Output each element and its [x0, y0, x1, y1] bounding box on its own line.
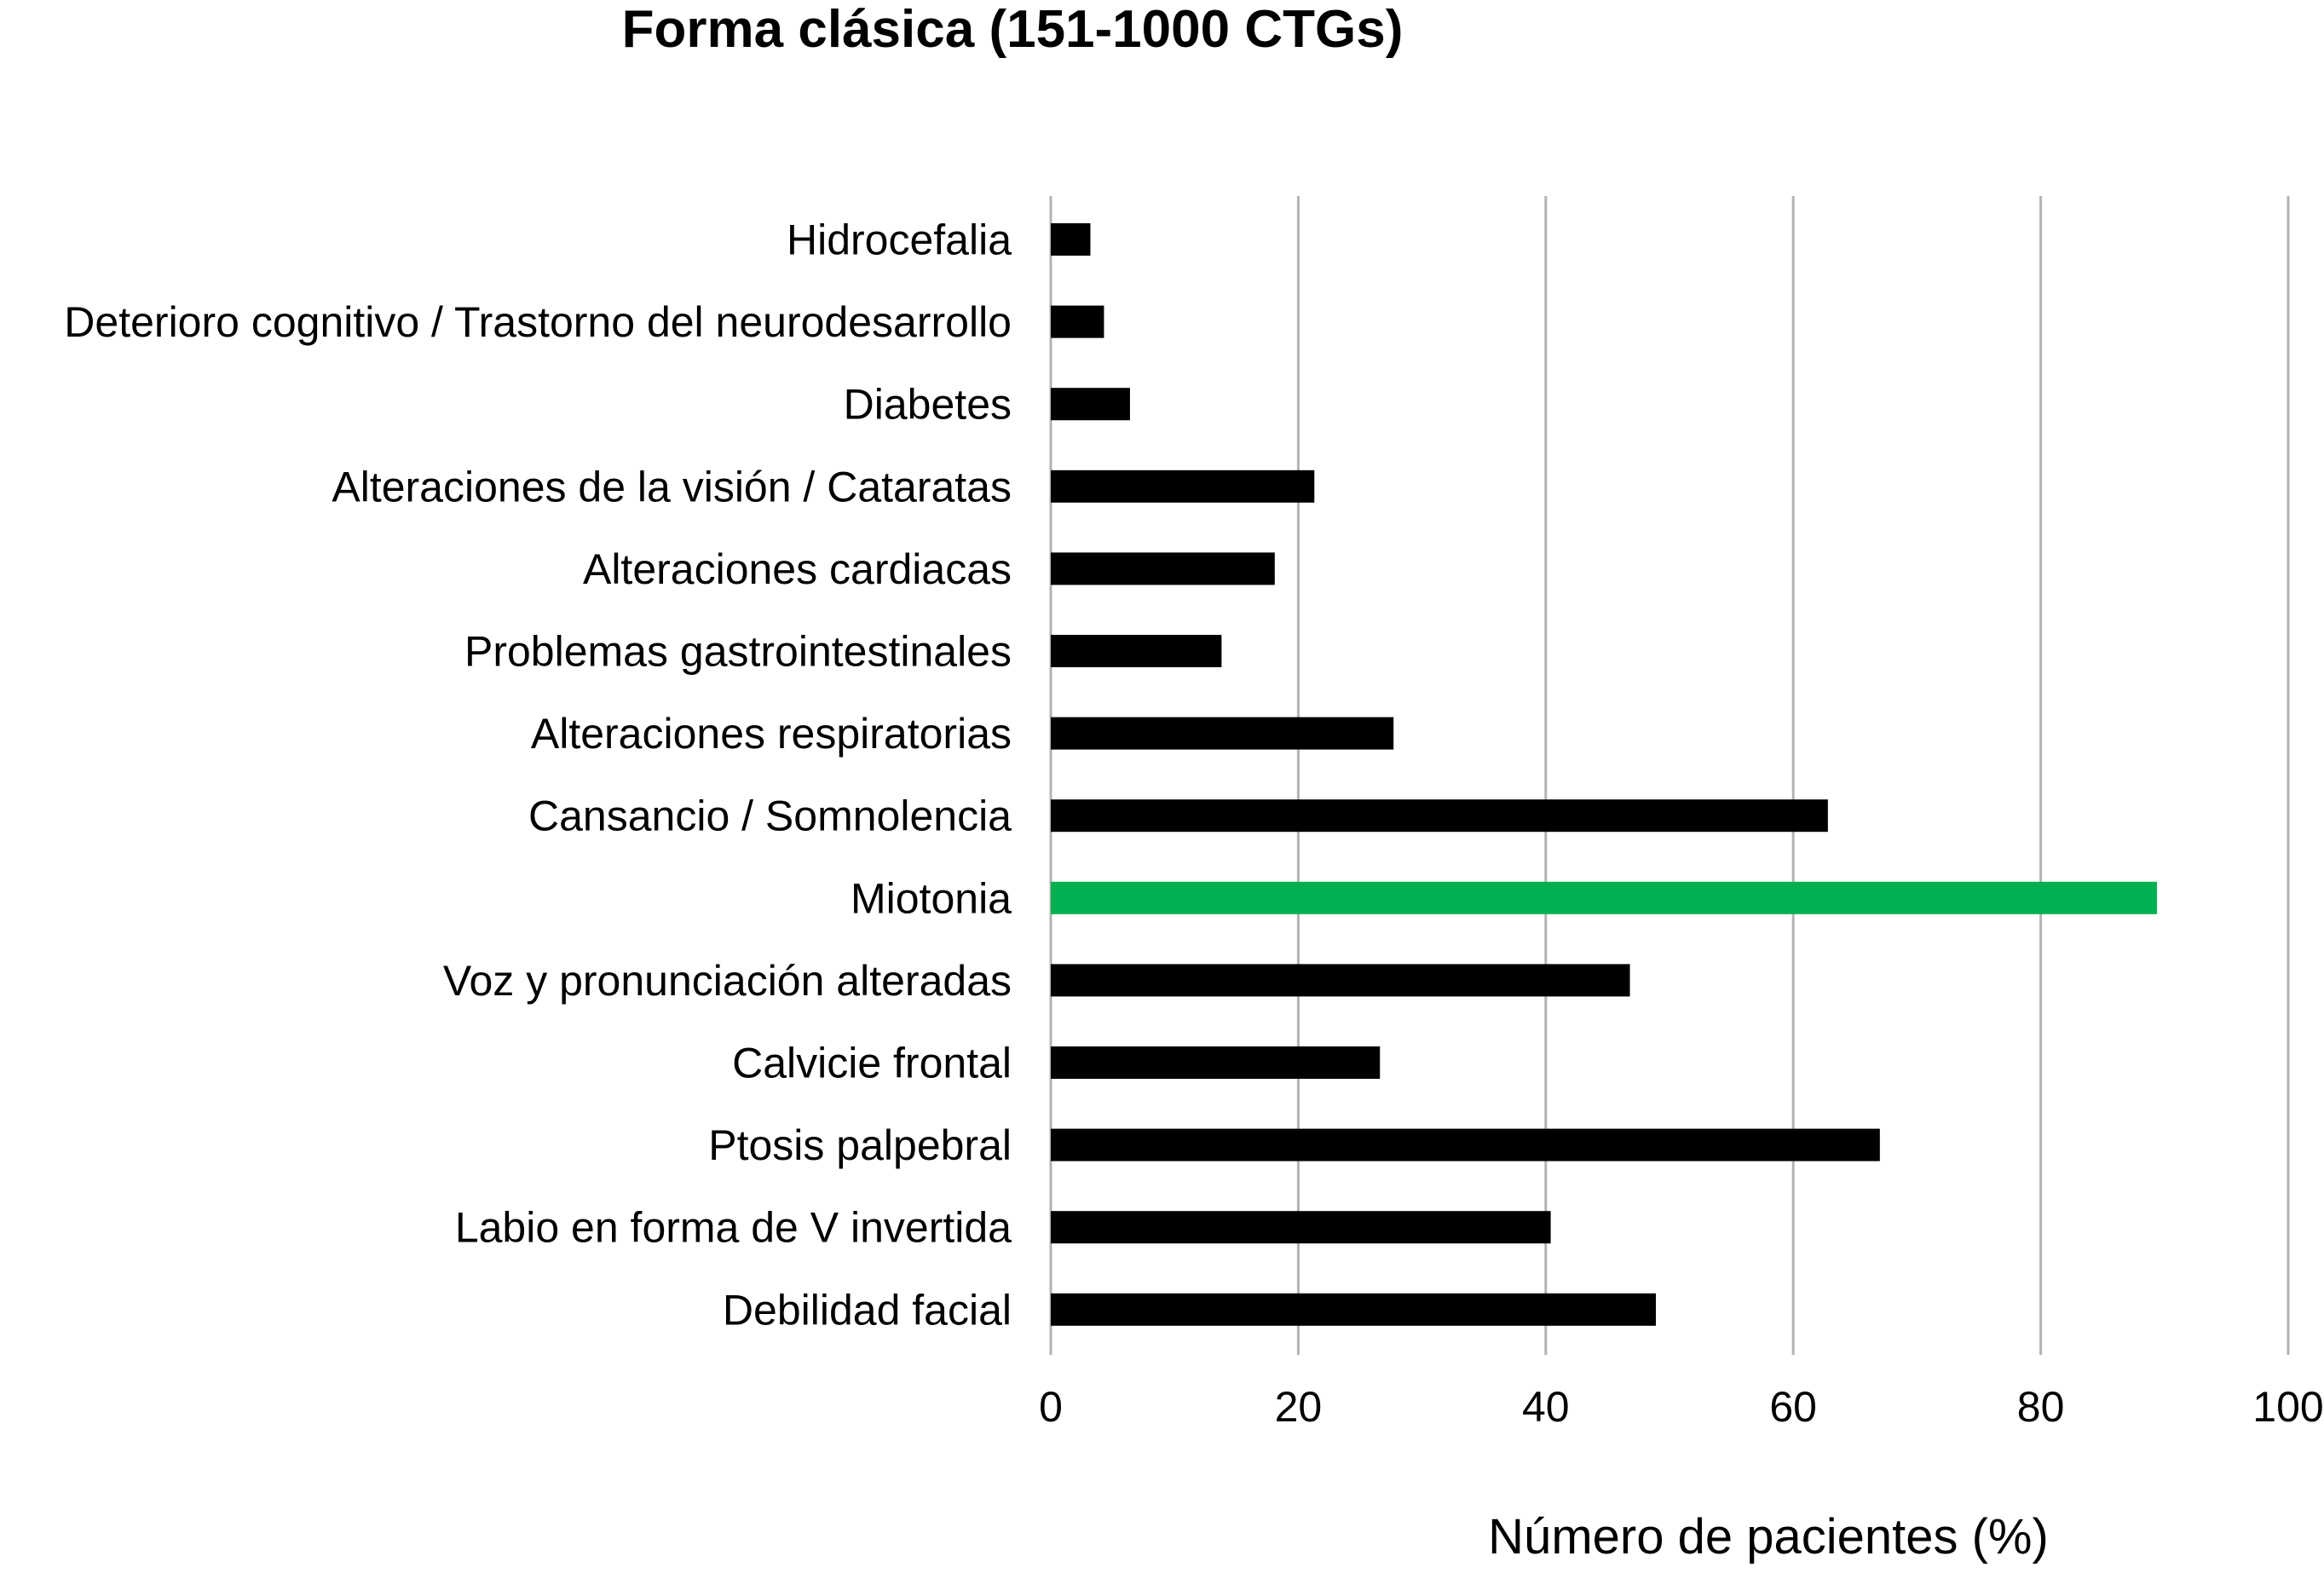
- bar: [1051, 1211, 1551, 1244]
- grid-lines: [1049, 196, 2290, 1355]
- bar: [1051, 470, 1315, 503]
- x-tick-label: 60: [1769, 1383, 1817, 1431]
- x-tick-label: 80: [2017, 1383, 2065, 1431]
- category-label: Diabetes: [844, 381, 1012, 429]
- category-label: Miotonia: [851, 874, 1012, 922]
- x-tick-label: 100: [2252, 1383, 2323, 1431]
- category-label: Calvicie frontal: [732, 1040, 1012, 1087]
- bar: [1051, 388, 1130, 421]
- category-label: Alteraciones respiratorias: [531, 710, 1012, 758]
- bar: [1051, 964, 1630, 997]
- category-label: Alteraciones de la visión / Cataratas: [332, 463, 1012, 510]
- chart-title: Forma clásica (151-1000 CTGs): [622, 0, 1404, 59]
- bars: [1051, 223, 2158, 1326]
- category-label: Alteraciones cardiacas: [583, 545, 1012, 593]
- bar: [1051, 881, 2158, 914]
- category-label: Deterioro cognitivo / Trastorno del neur…: [64, 298, 1012, 346]
- bar: [1051, 635, 1222, 667]
- bar: [1051, 1046, 1381, 1079]
- category-label: Voz y pronunciación alteradas: [443, 957, 1012, 1005]
- x-tick-label: 0: [1039, 1383, 1063, 1431]
- category-label: Hidrocefalia: [787, 216, 1012, 264]
- bar: [1051, 552, 1275, 585]
- bar: [1051, 799, 1828, 833]
- bar: [1051, 1293, 1657, 1326]
- category-label: Cansancio / Somnolencia: [528, 792, 1012, 840]
- bar: [1051, 223, 1091, 256]
- bar: [1051, 1128, 1880, 1161]
- bar: [1051, 305, 1104, 338]
- x-tick-label: 20: [1275, 1383, 1323, 1431]
- category-label: Labio en forma de V invertida: [455, 1204, 1012, 1252]
- x-axis-title: Número de pacientes (%): [1488, 1509, 2049, 1565]
- x-tick-labels: 0 20 40 60 80 100: [1039, 1383, 2324, 1431]
- bar: [1051, 717, 1394, 750]
- x-tick-label: 40: [1522, 1383, 1570, 1431]
- category-labels: Hidrocefalia Deterioro cognitivo / Trasto…: [64, 216, 1012, 1334]
- category-label: Problemas gastrointestinales: [464, 628, 1012, 676]
- category-label: Ptosis palpebral: [708, 1121, 1012, 1169]
- category-label: Debilidad facial: [723, 1286, 1012, 1334]
